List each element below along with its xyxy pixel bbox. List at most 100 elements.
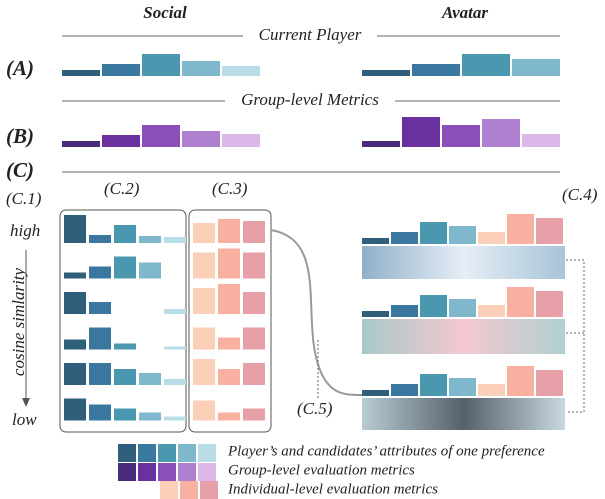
- shape: [64, 215, 86, 243]
- part-label: (C.3): [212, 179, 248, 198]
- shape: [64, 292, 86, 314]
- shape: [139, 236, 161, 243]
- shape: [420, 374, 447, 396]
- shape: [89, 302, 111, 314]
- shape: [243, 409, 265, 421]
- shape: [164, 309, 186, 314]
- shape: [391, 305, 418, 317]
- part-label: (C.1): [6, 189, 42, 208]
- shape: [362, 238, 389, 244]
- shape: [391, 384, 418, 396]
- shape: [160, 481, 178, 499]
- section-label: (A): [6, 56, 34, 80]
- shape: [193, 253, 215, 279]
- shape: [420, 295, 447, 317]
- shape: [200, 481, 218, 499]
- shape: [164, 379, 186, 385]
- shape: [449, 299, 476, 317]
- shape: [182, 131, 220, 147]
- shape: [114, 257, 136, 279]
- axis-end: high: [10, 221, 40, 240]
- shape: [138, 463, 156, 481]
- shape: [449, 226, 476, 244]
- shape: [158, 444, 176, 462]
- shape: [142, 54, 180, 76]
- shape: [164, 237, 186, 243]
- shape: [114, 409, 136, 421]
- shape: [64, 273, 86, 279]
- axis-end: low: [12, 410, 37, 429]
- shape: [114, 369, 136, 385]
- shape: [118, 463, 136, 481]
- shape: [64, 340, 86, 350]
- shape: [182, 61, 220, 76]
- shape: [139, 413, 161, 421]
- shape: [62, 70, 100, 76]
- shape: [114, 344, 136, 350]
- shape: [178, 463, 196, 481]
- shape: [164, 417, 186, 421]
- shape: [178, 444, 196, 462]
- part-label: (C.4): [562, 185, 598, 204]
- figure: Social Avatar Current Player Group-level…: [0, 0, 605, 499]
- arrow-head: [22, 398, 30, 407]
- shape: [158, 463, 176, 481]
- shape: [522, 134, 560, 147]
- shape: [442, 125, 480, 147]
- shape: [478, 305, 505, 317]
- shape: [193, 288, 215, 314]
- shape: [243, 363, 265, 385]
- shape: [102, 135, 140, 147]
- shape: [218, 369, 240, 385]
- shape: [139, 373, 161, 385]
- legend-text: Group-level evaluation metrics: [228, 462, 415, 478]
- shape: [243, 328, 265, 350]
- avatar-image: [362, 398, 565, 430]
- shape: [412, 64, 460, 76]
- shape: [362, 390, 389, 396]
- axis-title: cosine simlarity: [9, 267, 28, 376]
- part-label: (C.2): [104, 179, 140, 198]
- shape: [362, 70, 410, 76]
- shape: [218, 219, 240, 243]
- shape: [536, 291, 563, 317]
- shape: [243, 253, 265, 279]
- shape: [218, 338, 240, 350]
- shape: [180, 481, 198, 499]
- shape: [482, 119, 520, 147]
- section-label: (C): [6, 158, 34, 182]
- legend-text: Player’s and candidates’ attributes of o…: [227, 443, 545, 459]
- shape: [64, 399, 86, 421]
- shape: [507, 366, 534, 396]
- shape: [164, 347, 186, 350]
- shape: [89, 328, 111, 350]
- shape: [243, 221, 265, 243]
- shape: [198, 444, 216, 462]
- shape: [222, 134, 260, 147]
- shape: [64, 363, 86, 385]
- shape: [218, 284, 240, 314]
- shape: [536, 218, 563, 244]
- shape: [222, 66, 260, 76]
- legend-text: Individual-level evaluation metrics: [227, 481, 438, 497]
- avatar-image: [362, 246, 565, 279]
- shape: [420, 222, 447, 244]
- shape: [507, 214, 534, 244]
- section-title: Current Player: [259, 25, 362, 44]
- shape: [118, 444, 136, 462]
- shape: [193, 328, 215, 350]
- shape: [391, 232, 418, 244]
- shape: [478, 384, 505, 396]
- shape: [89, 405, 111, 421]
- shape: [536, 370, 563, 396]
- shape: [114, 225, 136, 243]
- shape: [89, 363, 111, 385]
- section-label: (B): [6, 124, 34, 148]
- col-title: Avatar: [441, 3, 488, 22]
- part-label: (C.5): [297, 399, 333, 418]
- shape: [507, 287, 534, 317]
- shape: [462, 54, 510, 76]
- shape: [362, 311, 389, 317]
- section-title: Group-level Metrics: [241, 90, 379, 109]
- shape: [362, 141, 400, 147]
